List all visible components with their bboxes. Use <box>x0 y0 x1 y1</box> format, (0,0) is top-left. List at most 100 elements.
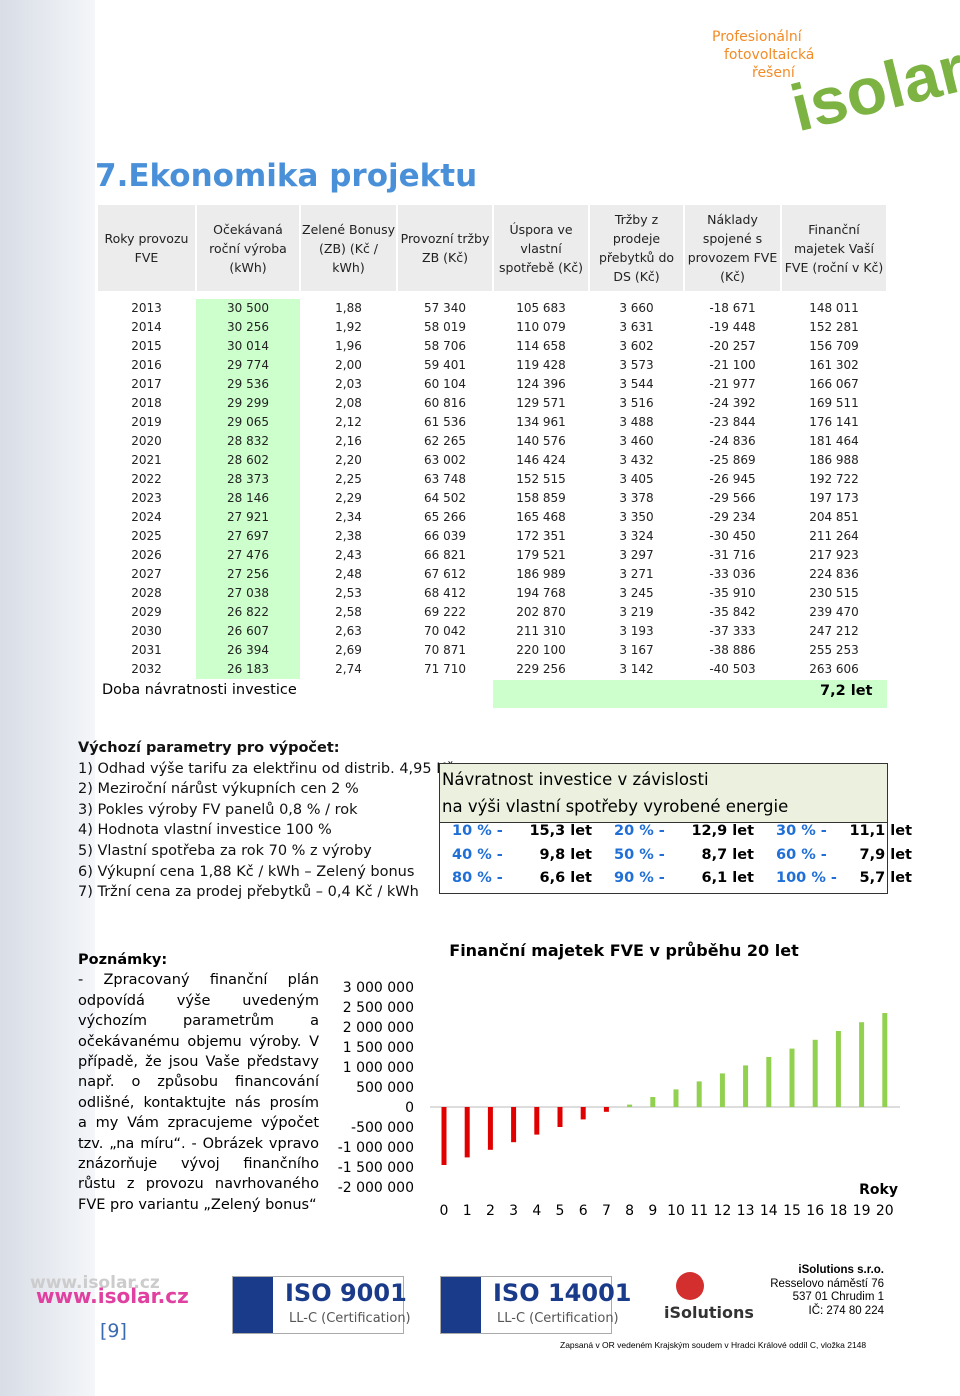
table-cell: -29 234 <box>684 508 781 528</box>
y-tick-label: 3 000 000 <box>343 980 414 996</box>
table-cell: 2,58 <box>300 603 397 623</box>
table-cell: 3 350 <box>589 508 684 528</box>
table-cell: 3 142 <box>589 660 684 680</box>
table-cell: 60 816 <box>397 394 493 414</box>
payback-pct: 80 % - <box>452 870 503 886</box>
table-cell: 2030 <box>97 622 196 642</box>
payback-pct: 100 % - <box>776 870 837 886</box>
table-cell: 2,08 <box>300 394 397 414</box>
table-cell: -24 836 <box>684 432 781 452</box>
table-cell: 3 516 <box>589 394 684 414</box>
table-cell: 2017 <box>97 375 196 395</box>
x-tick-label: 5 <box>556 1203 565 1219</box>
table-cell: -35 842 <box>684 603 781 623</box>
table-cell: 68 412 <box>397 584 493 604</box>
bar <box>534 1107 540 1135</box>
table-cell: 169 511 <box>781 394 887 414</box>
table-cell: 29 536 <box>196 375 300 395</box>
header-cell: Náklady spojené s provozem FVE (Kč) <box>685 205 780 291</box>
x-tick-label: 10 <box>667 1203 685 1219</box>
table-cell: -21 100 <box>684 356 781 376</box>
bar <box>627 1104 633 1107</box>
table-cell: 194 768 <box>493 584 589 604</box>
y-tick-label: -1 000 000 <box>338 1140 414 1156</box>
table-cell: 114 658 <box>493 337 589 357</box>
company-line: iSolutions s.r.o. <box>798 1264 884 1276</box>
table-cell: 58 706 <box>397 337 493 357</box>
table-cell: 27 476 <box>196 546 300 566</box>
table-cell: 186 989 <box>493 565 589 585</box>
payback-years: 11,1 let <box>849 823 912 839</box>
table-cell: 2028 <box>97 584 196 604</box>
page-number: [9] <box>100 1320 127 1342</box>
bar <box>464 1107 470 1158</box>
table-cell: -33 036 <box>684 565 781 585</box>
header-cell: Roky provozu FVE <box>98 205 195 291</box>
table-cell: 2032 <box>97 660 196 680</box>
table-cell: 1,88 <box>300 299 397 319</box>
table-cell: 2022 <box>97 470 196 490</box>
table-cell: 148 011 <box>781 299 887 319</box>
table-cell: 166 067 <box>781 375 887 395</box>
table-cell: 255 253 <box>781 641 887 661</box>
table-cell: 71 710 <box>397 660 493 680</box>
table-cell: 1,92 <box>300 318 397 338</box>
table-cell: 129 571 <box>493 394 589 414</box>
table-cell: 192 722 <box>781 470 887 490</box>
table-cell: 3 167 <box>589 641 684 661</box>
iso-sub: LL-C (Certification) <box>497 1311 619 1326</box>
bar <box>673 1089 679 1107</box>
y-tick-label: 0 <box>405 1100 414 1116</box>
table-cell: -29 566 <box>684 489 781 509</box>
table-cell: 2026 <box>97 546 196 566</box>
table-cell: 26 183 <box>196 660 300 680</box>
iso-icon <box>441 1277 481 1333</box>
payback-box: Návratnost investice v závislosti na výš… <box>439 763 912 894</box>
table-cell: 217 923 <box>781 546 887 566</box>
company: iSolutions s.r.o. Resselovo náměstí 76 5… <box>760 1264 884 1318</box>
register: Zapsaná v OR vedeném Krajským soudem v H… <box>560 1340 867 1350</box>
table-cell: 3 297 <box>589 546 684 566</box>
table-cell: 152 281 <box>781 318 887 338</box>
payback-years: 6,6 let <box>539 870 592 886</box>
table-cell: 62 265 <box>397 432 493 452</box>
table-cell: 2021 <box>97 451 196 471</box>
table-cell: 60 104 <box>397 375 493 395</box>
payback-years: 12,9 let <box>691 823 754 839</box>
iso-badge: ISO 14001 LL-C (Certification) <box>440 1276 631 1334</box>
table-cell: 63 002 <box>397 451 493 471</box>
table-cell: 66 821 <box>397 546 493 566</box>
y-tick-label: -2 000 000 <box>338 1180 414 1196</box>
x-tick-label: 4 <box>532 1203 541 1219</box>
table-cell: 67 612 <box>397 565 493 585</box>
table-cell: 3 432 <box>589 451 684 471</box>
table-cell: 3 602 <box>589 337 684 357</box>
table-cell: 58 019 <box>397 318 493 338</box>
company-line: 537 01 Chrudim 1 <box>792 1291 884 1303</box>
table-cell: -24 392 <box>684 394 781 414</box>
table-cell: 3 631 <box>589 318 684 338</box>
table-cell: 2019 <box>97 413 196 433</box>
table-cell: 63 748 <box>397 470 493 490</box>
table-cell: 152 515 <box>493 470 589 490</box>
isolutions-icon <box>676 1272 704 1300</box>
y-tick-label: -1 500 000 <box>338 1160 414 1176</box>
table-cell: 26 394 <box>196 641 300 661</box>
x-tick-label: 15 <box>783 1203 801 1219</box>
table-cell: 2,20 <box>300 451 397 471</box>
x-tick-label: 2 <box>486 1203 495 1219</box>
iso-title: ISO 14001 <box>493 1279 632 1307</box>
table-cell: 3 660 <box>589 299 684 319</box>
table-cell: 2018 <box>97 394 196 414</box>
table-cell: 28 832 <box>196 432 300 452</box>
table-cell: 70 871 <box>397 641 493 661</box>
table-cell: 3 193 <box>589 622 684 642</box>
table-cell: 2,12 <box>300 413 397 433</box>
table-cell: 2,29 <box>300 489 397 509</box>
tagline-line: Profesionální <box>712 29 802 45</box>
table-cell: 2015 <box>97 337 196 357</box>
header-cell: Finanční majetek Vaší FVE (roční v Kč) <box>782 205 886 291</box>
table-cell: 181 464 <box>781 432 887 452</box>
payback-pct: 90 % - <box>614 870 665 886</box>
x-tick-label: 12 <box>713 1203 731 1219</box>
